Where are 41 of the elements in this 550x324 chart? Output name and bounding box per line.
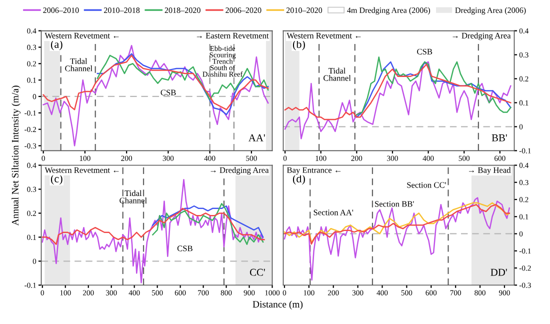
annotation: Tidal Channel [120, 190, 147, 204]
line-series [284, 61, 512, 140]
y-axis-title: Annual Net Siltation Intensity (m/a) [12, 86, 20, 226]
annotation: Tidal Channel [65, 58, 92, 72]
annotation: Western Revetment ← [44, 32, 119, 38]
legend-label: 2018–2020 [164, 8, 200, 13]
line-series [96, 53, 269, 116]
legend-label: Dredging Area (2006) [455, 7, 526, 15]
annotation: CSB [177, 246, 192, 252]
line-series [152, 202, 264, 245]
legend-label: 2006–2010 [43, 8, 79, 13]
annotation: Tidal Channel [324, 68, 351, 81]
annotation: CSB [417, 48, 432, 54]
annotation: BB' [492, 134, 507, 142]
annotation: (d) [292, 174, 305, 185]
annotation: (c) [50, 174, 62, 185]
annotation: Section CC' [407, 182, 446, 188]
annotation: CSB [160, 90, 176, 96]
legend-label: 2006–2020 [226, 8, 262, 13]
annotation: DD' [490, 268, 507, 276]
line-series [152, 205, 264, 238]
annotation: Section AA' [314, 210, 354, 216]
annotation: → Dredging Area [210, 167, 269, 175]
annotation: → Dredging Area [452, 32, 511, 40]
x-axis-title: Distance (m) [252, 300, 303, 310]
annotation: Bay Entrance ← [286, 167, 341, 175]
line-series [42, 208, 265, 245]
annotation: → Bay Head [468, 167, 511, 175]
annotation: Section BB' [375, 201, 414, 207]
line-series [284, 64, 512, 120]
annotation: AA' [248, 134, 265, 142]
line-series [284, 197, 510, 281]
annotation: Western Revetment ← [44, 167, 119, 173]
annotation: CC' [250, 268, 265, 276]
annotation: (a) [50, 40, 62, 50]
annotation: Western Revetment ← [286, 32, 361, 38]
legend-label: 2010–2018 [104, 8, 140, 13]
text: 4m Dredging Area (2006) [347, 7, 430, 15]
annotation: → Eastern Revetment [196, 32, 269, 38]
legend-label: 2010–2020 [286, 8, 322, 13]
annotation: (b) [292, 40, 305, 50]
